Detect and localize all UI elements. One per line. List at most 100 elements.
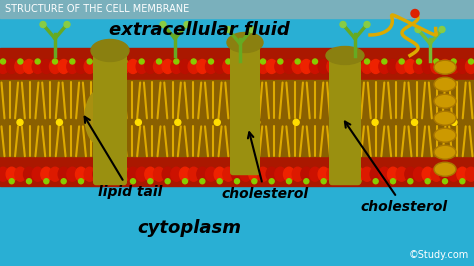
Circle shape [17, 119, 23, 125]
Ellipse shape [111, 62, 120, 71]
Ellipse shape [434, 128, 456, 142]
Ellipse shape [257, 60, 268, 73]
Ellipse shape [49, 60, 61, 73]
Ellipse shape [206, 60, 217, 73]
Ellipse shape [240, 107, 256, 142]
Ellipse shape [136, 60, 147, 73]
Circle shape [460, 179, 465, 184]
Circle shape [0, 59, 6, 64]
Circle shape [87, 59, 92, 64]
Circle shape [217, 179, 222, 184]
Ellipse shape [345, 62, 354, 71]
Ellipse shape [24, 60, 35, 73]
Circle shape [356, 179, 361, 184]
Ellipse shape [370, 167, 381, 181]
Ellipse shape [84, 167, 95, 181]
Ellipse shape [128, 60, 138, 73]
Ellipse shape [223, 60, 234, 73]
Ellipse shape [431, 167, 442, 181]
Ellipse shape [137, 62, 146, 71]
Ellipse shape [275, 60, 286, 73]
Ellipse shape [413, 167, 425, 181]
Ellipse shape [353, 167, 364, 181]
Ellipse shape [128, 167, 138, 181]
Circle shape [295, 59, 300, 64]
Ellipse shape [119, 60, 130, 73]
Ellipse shape [465, 60, 474, 73]
Circle shape [411, 119, 418, 125]
Ellipse shape [354, 62, 363, 71]
Circle shape [312, 59, 318, 64]
Text: cytoplasm: cytoplasm [137, 219, 242, 237]
Bar [0, 154, 474, 186]
Ellipse shape [93, 60, 104, 73]
Circle shape [417, 59, 421, 64]
Ellipse shape [223, 167, 234, 181]
Circle shape [468, 59, 474, 64]
Ellipse shape [0, 62, 8, 71]
Circle shape [451, 59, 456, 64]
Ellipse shape [293, 62, 302, 71]
Ellipse shape [0, 60, 9, 73]
Ellipse shape [59, 62, 68, 71]
Ellipse shape [75, 60, 86, 73]
Ellipse shape [266, 167, 277, 181]
Circle shape [382, 59, 387, 64]
Ellipse shape [301, 167, 312, 181]
Ellipse shape [101, 167, 112, 181]
Ellipse shape [310, 62, 319, 71]
Circle shape [365, 59, 370, 64]
Circle shape [304, 179, 309, 184]
Circle shape [261, 59, 265, 64]
FancyBboxPatch shape [93, 45, 127, 185]
Ellipse shape [189, 62, 198, 71]
Ellipse shape [276, 62, 285, 71]
Ellipse shape [388, 167, 399, 181]
Circle shape [293, 119, 299, 125]
Ellipse shape [241, 62, 250, 71]
Ellipse shape [441, 62, 449, 71]
Ellipse shape [171, 167, 182, 181]
Ellipse shape [146, 62, 155, 71]
Ellipse shape [292, 167, 303, 181]
Circle shape [254, 119, 260, 125]
Ellipse shape [310, 60, 320, 73]
Circle shape [160, 22, 166, 27]
Ellipse shape [448, 167, 459, 181]
Ellipse shape [379, 167, 390, 181]
Ellipse shape [16, 62, 25, 71]
Ellipse shape [154, 60, 164, 73]
Circle shape [286, 179, 292, 184]
Ellipse shape [94, 62, 103, 71]
Ellipse shape [370, 60, 381, 73]
Circle shape [56, 119, 63, 125]
Ellipse shape [249, 167, 260, 181]
Ellipse shape [224, 62, 233, 71]
Ellipse shape [154, 167, 164, 181]
Ellipse shape [15, 167, 26, 181]
Ellipse shape [336, 167, 346, 181]
Ellipse shape [406, 62, 415, 71]
Ellipse shape [155, 62, 164, 71]
Ellipse shape [344, 60, 355, 73]
Ellipse shape [283, 167, 294, 181]
Circle shape [9, 179, 14, 184]
Ellipse shape [431, 60, 442, 73]
Ellipse shape [422, 167, 433, 181]
Circle shape [53, 59, 57, 64]
Ellipse shape [85, 62, 94, 71]
Ellipse shape [275, 167, 286, 181]
Ellipse shape [163, 62, 172, 71]
Text: STRUCTURE OF THE CELL MEMBRANE: STRUCTURE OF THE CELL MEMBRANE [5, 4, 189, 14]
Circle shape [214, 119, 220, 125]
Ellipse shape [240, 60, 251, 73]
Ellipse shape [434, 162, 456, 176]
Ellipse shape [397, 62, 406, 71]
Ellipse shape [301, 60, 312, 73]
Ellipse shape [120, 62, 129, 71]
Ellipse shape [207, 62, 215, 71]
Ellipse shape [448, 60, 459, 73]
Ellipse shape [6, 60, 17, 73]
Ellipse shape [259, 62, 267, 71]
Ellipse shape [337, 62, 346, 71]
